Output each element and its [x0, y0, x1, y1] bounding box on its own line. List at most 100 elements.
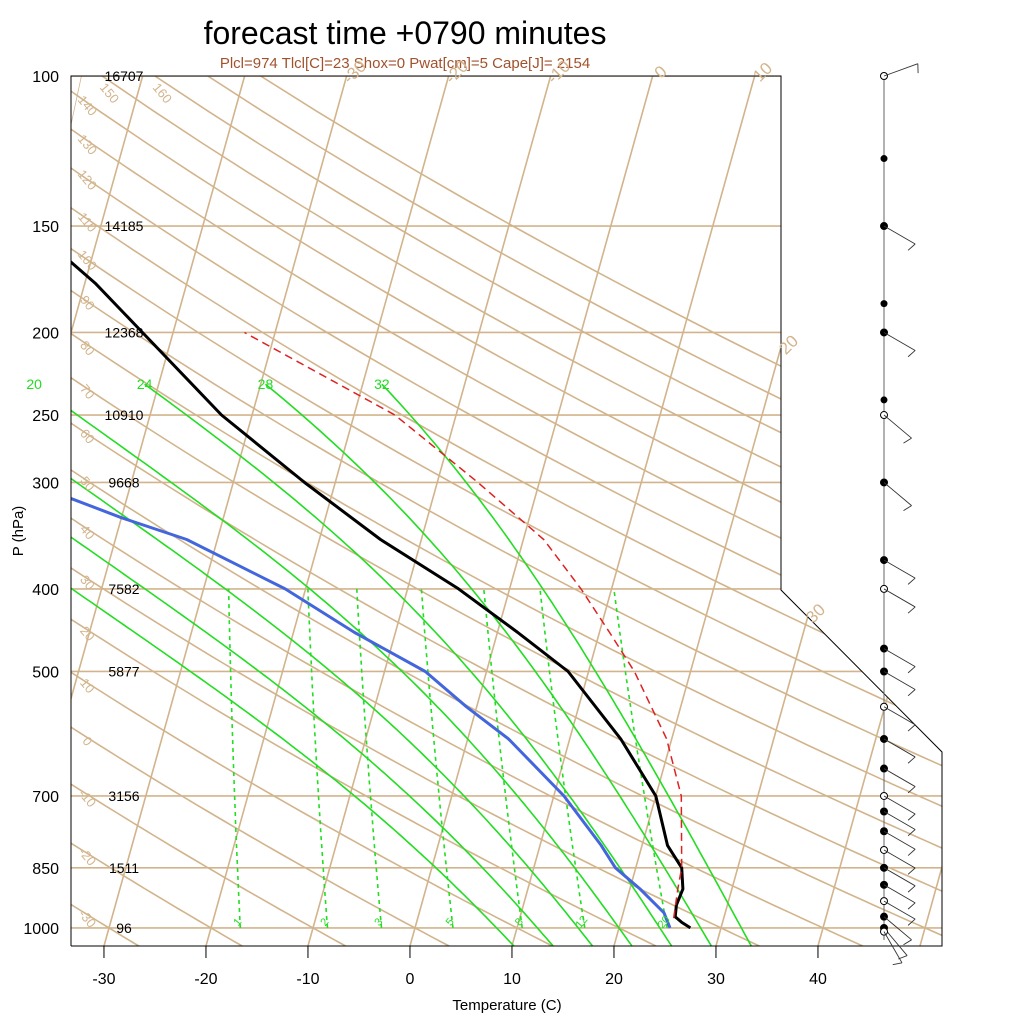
wind-barb-staff-20 [883, 884, 916, 904]
wind-barb-staff-8 [883, 559, 916, 579]
dry-adiabat--10 [71, 76, 346, 946]
wind-barb-staff-22 [883, 916, 912, 941]
sounding-profiles [71, 76, 692, 930]
dry-adiabat-60 [71, 76, 942, 946]
isotherm-10 [511, 76, 756, 946]
dry-adiabat-label-90: 90 [77, 292, 98, 313]
wind-barb-staff-24 [883, 931, 903, 964]
height-label-1000: 96 [116, 920, 132, 936]
moist-adiabat-label-28: 28 [258, 376, 274, 392]
isotherm-40 [817, 76, 942, 946]
pressure-tick-300: 300 [32, 475, 59, 492]
isotherm-label-0: 0 [651, 62, 671, 82]
moist-adiabat-labels: 8121620242832123581220 [26, 376, 672, 931]
pressure-tick-250: 250 [32, 408, 59, 425]
temperature-tick-40: 40 [809, 971, 827, 988]
mixing-ratio-label-1: 1 [231, 916, 244, 928]
series-line-parcel [244, 331, 683, 919]
moist-adiabat-20 [71, 383, 633, 946]
isotherm--20 [205, 76, 450, 946]
y-axis-label: P (hPa) [10, 506, 27, 557]
wind-barb-flag-22 [903, 939, 912, 946]
dry-adiabat-110 [71, 76, 942, 946]
dry-adiabat-70 [71, 76, 942, 946]
temperature-tick--10: -10 [296, 971, 319, 988]
background-grid [71, 76, 942, 946]
moist-adiabat-label-32: 32 [374, 376, 390, 392]
mixing-ratio-label-2: 2 [318, 916, 331, 928]
wind-barb-staff-9 [883, 588, 916, 608]
height-label-700: 3156 [108, 788, 139, 804]
wind-barb-staff-11 [883, 671, 916, 690]
wind-level-dot-3 [880, 300, 888, 308]
moist-adiabats-mixing-ratio [71, 383, 752, 946]
temperature-tick-20: 20 [605, 971, 623, 988]
height-label-100: 16707 [105, 68, 144, 84]
wind-barb-flag-15 [907, 813, 916, 821]
height-label-250: 10910 [105, 407, 144, 423]
mixing-ratio-1 [227, 588, 242, 928]
mixing-ratio-label-5: 5 [444, 916, 457, 928]
mixing-ratio-5 [420, 588, 454, 929]
wind-barb-staff-17 [883, 830, 916, 850]
wind-barb-flag-11 [907, 689, 916, 697]
moist-adiabat-12 [71, 383, 554, 946]
wind-barb-flag-14 [907, 786, 916, 794]
pressure-tick-850: 850 [32, 861, 59, 878]
wind-level-dot-5 [880, 396, 888, 404]
wind-barb-staff-13 [883, 738, 916, 758]
dry-adiabat-10 [71, 76, 553, 946]
wind-barb-staff-4 [883, 332, 916, 351]
dry-adiabat-50 [71, 76, 942, 946]
temperature-tick--20: -20 [194, 971, 217, 988]
mixing-ratio-8 [483, 588, 523, 929]
wind-barb-staff-0 [883, 63, 918, 77]
pressure-tick-700: 700 [32, 789, 59, 806]
moist-adiabat-label-24: 24 [137, 376, 153, 392]
wind-barb-flag-2 [907, 243, 916, 251]
temperature-tick-0: 0 [406, 971, 415, 988]
wind-barbs [880, 63, 919, 966]
moist-adiabat-label-20: 20 [26, 376, 42, 392]
pressure-tick-200: 200 [32, 325, 59, 342]
isotherm--50 [71, 76, 144, 946]
wind-level-dot-1 [880, 155, 888, 163]
pressure-tick-500: 500 [32, 664, 59, 681]
wind-barb-staff-7 [883, 482, 912, 506]
height-label-300: 9668 [108, 474, 139, 490]
dry-adiabat-160 [154, 76, 942, 946]
height-label-400: 7582 [108, 581, 139, 597]
wind-barb-staff-10 [883, 648, 916, 667]
wind-barb-flag-24 [892, 962, 903, 966]
wind-barb-staff-21 [883, 900, 916, 920]
wind-barb-flag-16 [907, 829, 916, 837]
wind-barb-staff-12 [883, 706, 916, 726]
dry-adiabat-150 [101, 76, 942, 946]
wind-barb-flag-13 [907, 756, 916, 764]
chart-title: forecast time +0790 minutes [204, 15, 607, 51]
isotherm--40 [71, 76, 246, 946]
temperature-tick--30: -30 [92, 971, 115, 988]
wind-barb-staff-16 [883, 811, 916, 830]
pressure-axis: 100 150 200 250 300 400 500 700 850 1000 [23, 69, 59, 938]
mixing-ratio-12 [539, 588, 586, 929]
dry-adiabat-90 [71, 76, 942, 946]
dry-adiabat-130 [71, 76, 942, 946]
dry-adiabat-0 [71, 76, 450, 946]
wind-barb-flag-21 [907, 918, 916, 926]
wind-barb-flag-6 [903, 437, 912, 444]
wind-barb-flag-19 [907, 885, 916, 893]
moist-adiabat-24 [144, 383, 673, 946]
wind-barb-flag-4 [907, 350, 916, 358]
height-label-850: 1511 [109, 860, 139, 876]
dry-adiabat-label-20: 20 [77, 623, 98, 644]
dry-adiabat-label-30: 30 [77, 572, 98, 593]
wind-barb-staff-14 [883, 768, 916, 787]
series-line-temperature [71, 76, 692, 930]
chart-subtitle: Plcl=974 Tlcl[C]=23 Shox=0 Pwat[cm]=5 Ca… [220, 55, 590, 72]
mixing-ratio-label-3: 3 [372, 916, 385, 928]
dry-adiabat-120 [71, 76, 942, 946]
dry-adiabat-180 [260, 76, 942, 946]
temperature-tick-10: 10 [503, 971, 521, 988]
